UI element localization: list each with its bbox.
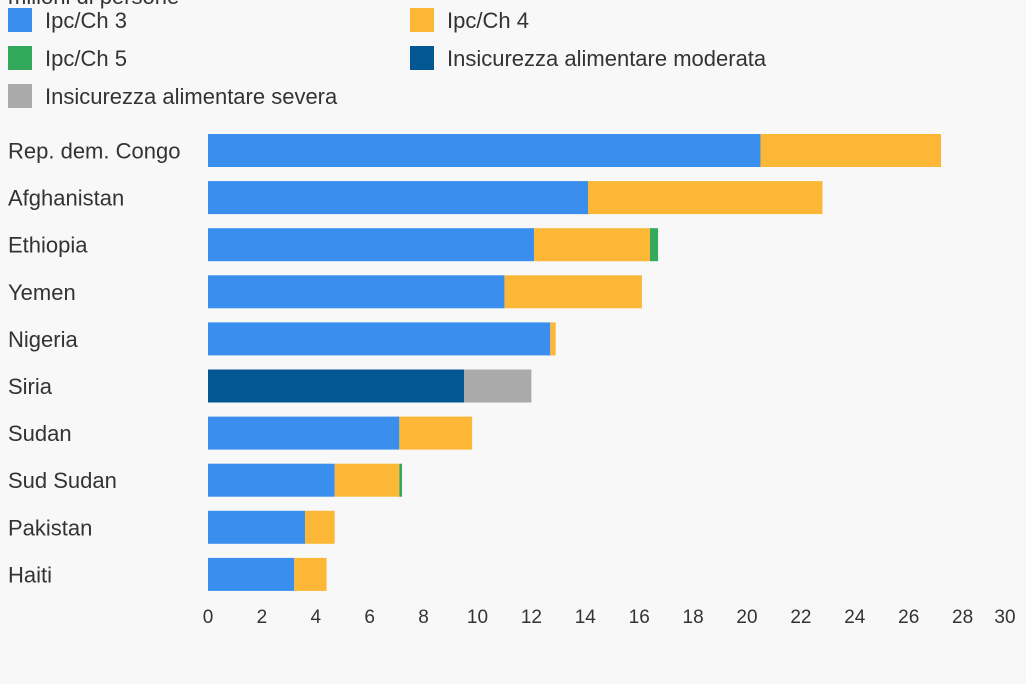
bar-nigeria-ipc-ch-4: [550, 322, 556, 356]
legend-label-insicurezza-alimentare-severa: Insicurezza alimentare severa: [45, 84, 338, 109]
x-tick-label-0: 0: [203, 607, 214, 628]
category-label-afghanistan: Afghanistan: [8, 186, 124, 211]
x-tick-label-24: 24: [844, 607, 866, 628]
x-tick-label-4: 4: [311, 607, 322, 628]
x-tick-label-8: 8: [418, 607, 429, 628]
bar-sud-sudan-ipc-ch-3: [208, 463, 335, 497]
legend-label-ipc-ch-4: Ipc/Ch 4: [447, 8, 529, 33]
x-tick-label-30: 30: [994, 607, 1015, 628]
bar-sudan-ipc-ch-4: [399, 416, 473, 450]
bar-ethiopia-ipc-ch-3: [208, 228, 535, 262]
x-tick-label-22: 22: [790, 607, 811, 628]
x-tick-label-16: 16: [629, 607, 650, 628]
category-label-rep-dem-congo: Rep. dem. Congo: [8, 139, 180, 164]
bar-siria-insicurezza-alimentare-moderata: [208, 369, 465, 403]
category-label-haiti: Haiti: [8, 562, 52, 587]
bar-yemen-ipc-ch-3: [208, 275, 505, 309]
legend-swatch-insicurezza-alimentare-moderata: [410, 46, 434, 70]
category-label-siria: Siria: [8, 374, 53, 399]
category-labels: Rep. dem. Congo Afghanistan Ethiopia Yemen N…: [8, 139, 180, 588]
category-label-yemen: Yemen: [8, 280, 76, 305]
x-tick-label-12: 12: [521, 607, 542, 628]
bar-haiti-ipc-ch-4: [294, 557, 327, 591]
legend-label-ipc-ch-3: Ipc/Ch 3: [45, 8, 127, 33]
bar-nigeria-ipc-ch-3: [208, 322, 551, 356]
legend-swatch-ipc-ch-4: [410, 8, 434, 32]
legend-label-ipc-ch-5: Ipc/Ch 5: [45, 46, 127, 71]
legend-swatch-ipc-ch-3: [8, 8, 32, 32]
bar-rep-dem-congo-ipc-ch-4: [760, 134, 942, 167]
bar-sud-sudan-ipc-ch-5: [399, 463, 403, 497]
bar-pakistan-ipc-ch-4: [305, 510, 335, 544]
x-tick-label-28: 28: [952, 607, 973, 628]
x-tick-label-6: 6: [364, 607, 375, 628]
category-label-pakistan: Pakistan: [8, 515, 92, 540]
bar-sud-sudan-ipc-ch-4: [334, 463, 400, 497]
x-tick-label-26: 26: [898, 607, 919, 628]
legend-title: milioni di persone: [8, 0, 179, 9]
bar-afghanistan-ipc-ch-3: [208, 181, 588, 215]
bar-ethiopia-ipc-ch-4: [534, 228, 650, 262]
legend: milioni di persone Ipc/Ch 3 Ipc/Ch 4 Ipc/C…: [8, 0, 767, 109]
category-label-ethiopia: Ethiopia: [8, 233, 88, 258]
legend-swatch-insicurezza-alimentare-severa: [8, 84, 32, 108]
category-label-nigeria: Nigeria: [8, 327, 78, 352]
x-tick-label-10: 10: [467, 607, 488, 628]
x-tick-label-18: 18: [683, 607, 704, 628]
bar-sudan-ipc-ch-3: [208, 416, 400, 450]
bar-siria-insicurezza-alimentare-severa: [464, 369, 532, 403]
x-tick-label-14: 14: [575, 607, 597, 628]
category-label-sudan: Sudan: [8, 421, 72, 446]
bar-ethiopia-ipc-ch-5: [649, 228, 659, 262]
legend-swatch-ipc-ch-5: [8, 46, 32, 70]
legend-label-insicurezza-alimentare-moderata: Insicurezza alimentare moderata: [447, 46, 767, 71]
x-axis-ticks: 0 2 4 6 8 10 12 14 16 18 20 22 24 26 28 30: [203, 607, 1016, 628]
bar-afghanistan-ipc-ch-4: [587, 181, 823, 215]
bar-haiti-ipc-ch-3: [208, 557, 295, 591]
bar-pakistan-ipc-ch-3: [208, 510, 306, 544]
bars: [208, 134, 942, 591]
x-tick-label-20: 20: [736, 607, 757, 628]
bar-rep-dem-congo-ipc-ch-3: [208, 134, 761, 167]
bar-yemen-ipc-ch-4: [504, 275, 642, 309]
category-label-sud-sudan: Sud Sudan: [8, 468, 117, 493]
x-tick-label-2: 2: [257, 607, 268, 628]
